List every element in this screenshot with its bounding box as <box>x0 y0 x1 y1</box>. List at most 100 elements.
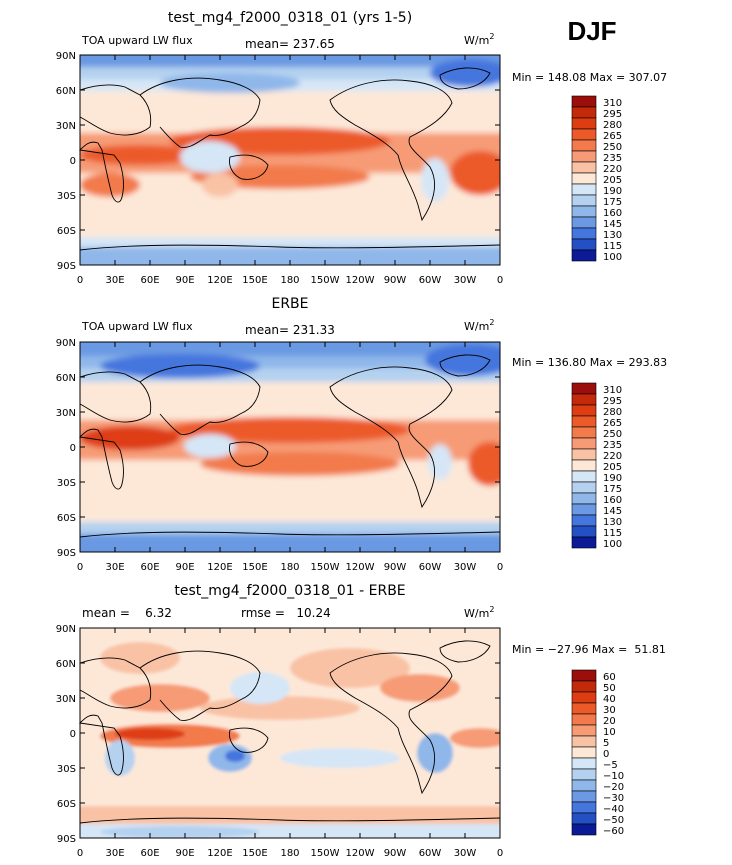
colorbar-swatch <box>571 249 597 262</box>
colorbar-swatch <box>571 172 597 185</box>
lon-label: 90E <box>175 562 194 573</box>
colorbar-swatch <box>571 448 597 461</box>
panel-2-units: W/m2 <box>464 318 494 333</box>
lon-label: 90W <box>384 562 407 573</box>
colorbar-label: 130 <box>603 517 622 528</box>
colorbar-swatch <box>571 470 597 483</box>
colorbar-swatch <box>571 746 597 759</box>
season-label: DJF <box>567 16 616 46</box>
lon-label: 0 <box>77 848 83 859</box>
lon-label: 60E <box>140 848 159 859</box>
lat-label: 90S <box>57 548 76 559</box>
lat-label: 90S <box>57 261 76 272</box>
colorbar-label: 160 <box>603 495 622 506</box>
colorbar-swatch <box>571 757 597 770</box>
colorbar-swatch <box>571 779 597 792</box>
colorbar-swatch <box>571 227 597 240</box>
colorbar-swatch <box>571 812 597 825</box>
lon-label: 180 <box>280 275 299 286</box>
colorbar-swatch <box>571 393 597 406</box>
colorbar-label: 295 <box>603 109 622 120</box>
colorbar-swatch <box>571 768 597 781</box>
panel-2-map <box>80 342 500 552</box>
colorbar-label: −20 <box>603 782 624 793</box>
lon-label: 60E <box>140 562 159 573</box>
panel-3-map <box>80 628 500 838</box>
panel-2-minmax: Min = 136.80 Max = 293.83 <box>512 356 667 369</box>
colorbar-swatch <box>571 150 597 163</box>
colorbar-label: 310 <box>603 98 622 109</box>
colorbar-label: 280 <box>603 120 622 131</box>
panel-3-minmax: Min = −27.96 Max = 51.81 <box>512 643 666 656</box>
lon-label: 120E <box>207 275 232 286</box>
panel-2-left-label: TOA upward LW flux <box>81 320 193 333</box>
colorbar-swatch <box>571 713 597 726</box>
colorbar-label: 265 <box>603 418 622 429</box>
panel-1: test_mg4_f2000_0318_01 (yrs 1-5) TOA upw… <box>56 10 667 286</box>
colorbar-label: −5 <box>603 760 618 771</box>
colorbar-swatch <box>571 437 597 450</box>
colorbar-swatch <box>571 459 597 472</box>
colorbar-label: 160 <box>603 208 622 219</box>
colorbar-swatch <box>571 691 597 704</box>
colorbar-swatch <box>571 525 597 538</box>
colorbar-label: 250 <box>603 142 622 153</box>
colorbar-swatch <box>571 801 597 814</box>
lon-label: 90W <box>384 848 407 859</box>
lat-label: 60S <box>57 513 76 524</box>
lon-label: 0 <box>497 275 503 286</box>
colorbar-label: 10 <box>603 727 616 738</box>
panel-2-colorbar: 3102952802652502352202051901751601451301… <box>571 382 622 550</box>
lat-label: 90N <box>56 624 76 635</box>
colorbar-swatch <box>571 790 597 803</box>
colorbar-swatch <box>571 205 597 218</box>
panel-1-minmax: Min = 148.08 Max = 307.07 <box>512 71 667 84</box>
colorbar-label: −60 <box>603 826 624 837</box>
lon-label: 30W <box>454 562 477 573</box>
colorbar-swatch <box>571 492 597 505</box>
lon-label: 180 <box>280 848 299 859</box>
lat-label: 0 <box>70 729 76 740</box>
colorbar-swatch <box>571 128 597 141</box>
lat-label: 90N <box>56 51 76 62</box>
colorbar-swatch <box>571 183 597 196</box>
lon-label: 150E <box>242 848 267 859</box>
colorbar-label: −40 <box>603 804 624 815</box>
lon-label: 90E <box>175 275 194 286</box>
panel-2-title: ERBE <box>271 296 308 312</box>
colorbar-swatch <box>571 536 597 549</box>
lat-label: 30N <box>56 408 76 419</box>
lon-label: 0 <box>497 848 503 859</box>
lon-label: 60W <box>419 275 442 286</box>
lon-label: 90E <box>175 848 194 859</box>
colorbar-swatch <box>571 139 597 152</box>
colorbar-label: 235 <box>603 153 622 164</box>
colorbar-label: 250 <box>603 429 622 440</box>
lat-label: 60N <box>56 373 76 384</box>
colorbar-swatch <box>571 503 597 516</box>
panel-1-left-label: TOA upward LW flux <box>81 34 193 47</box>
colorbar-swatch <box>571 216 597 229</box>
colorbar-label: 235 <box>603 440 622 451</box>
lat-label: 30N <box>56 121 76 132</box>
panel-1-coastlines <box>79 67 501 251</box>
colorbar-label: 30 <box>603 705 616 716</box>
lon-label: 120E <box>207 562 232 573</box>
colorbar-label: 205 <box>603 462 622 473</box>
colorbar-label: −10 <box>603 771 624 782</box>
lat-label: 0 <box>70 156 76 167</box>
colorbar-swatch <box>571 680 597 693</box>
lat-label: 30S <box>57 478 76 489</box>
colorbar-swatch <box>571 238 597 251</box>
colorbar-label: 130 <box>603 230 622 241</box>
panel-2-coastlines <box>79 354 501 538</box>
lon-label: 30E <box>105 275 124 286</box>
colorbar-swatch <box>571 426 597 439</box>
colorbar-label: 205 <box>603 175 622 186</box>
panel-3: test_mg4_f2000_0318_01 - ERBE mean = 6.3… <box>56 583 666 859</box>
colorbar-label: 145 <box>603 506 622 517</box>
colorbar-label: 220 <box>603 451 622 462</box>
